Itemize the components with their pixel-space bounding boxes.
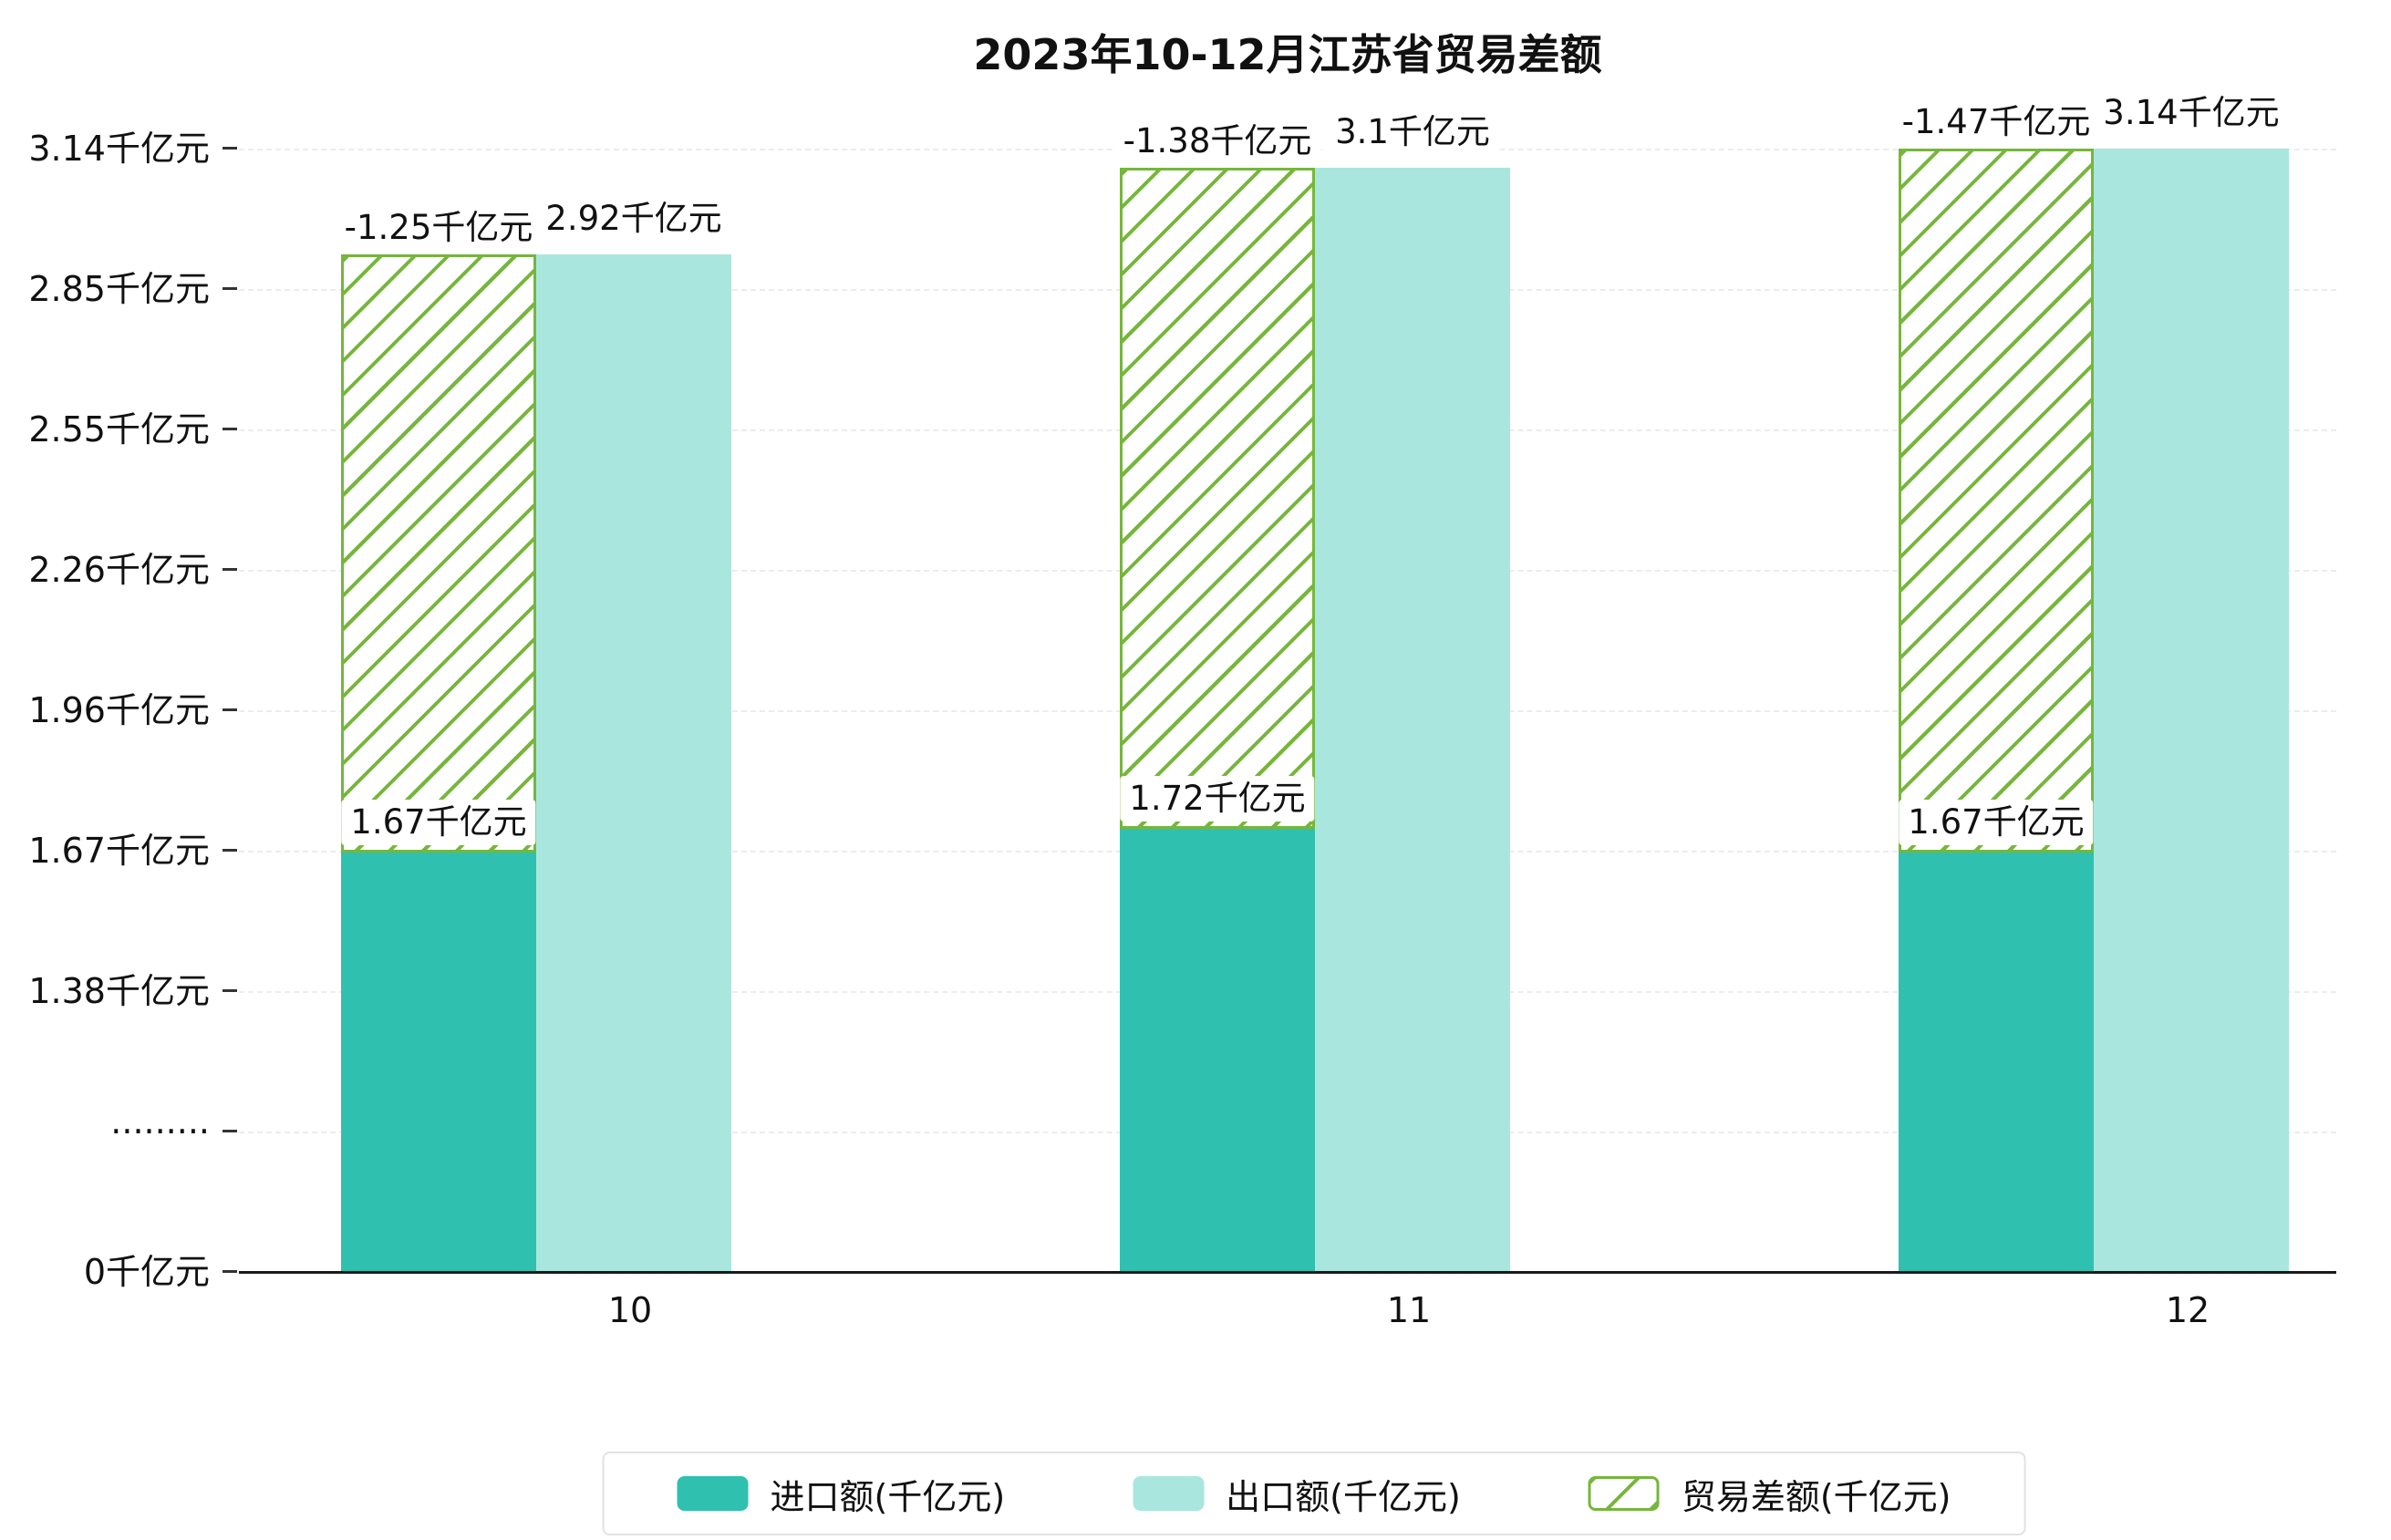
- import-value-label: 1.67千亿元: [341, 799, 536, 845]
- y-tick-mark: [223, 1270, 237, 1273]
- x-tick-label: 11: [1386, 1290, 1432, 1330]
- legend-item-export[interactable]: 出口额(千亿元): [1133, 1469, 1461, 1519]
- legend-label-balance: 贸易差额(千亿元): [1681, 1476, 1951, 1517]
- y-axis-break-label: ·········: [110, 1111, 210, 1152]
- export-value-label: 2.92千亿元: [536, 195, 731, 242]
- x-axis-line: [239, 1271, 2336, 1274]
- y-tick-label: 0千亿元: [83, 1252, 210, 1292]
- import-value-label: 1.72千亿元: [1120, 775, 1315, 822]
- y-tick-label: 1.38千亿元: [28, 971, 210, 1011]
- import-bar: [1120, 828, 1315, 1272]
- export-value-label: 3.1千亿元: [1326, 109, 1499, 155]
- y-tick-label: 1.96千亿元: [28, 690, 210, 730]
- balance-swatch-icon: [1588, 1476, 1660, 1511]
- y-tick-label: 2.26千亿元: [28, 550, 210, 590]
- legend-label-import: 进口额(千亿元): [770, 1476, 1006, 1517]
- trade-deficit-bar: [1899, 149, 2094, 853]
- y-tick-mark: [223, 989, 237, 992]
- import-value-label: 1.67千亿元: [1899, 799, 2094, 845]
- y-tick-mark: [223, 1130, 237, 1132]
- import-bar: [341, 852, 536, 1272]
- trade-deficit-bar: [341, 253, 536, 853]
- y-tick-label: 2.55千亿元: [28, 409, 210, 450]
- x-tick-label: 10: [607, 1290, 653, 1330]
- legend: 进口额(千亿元) 出口额(千亿元) 贸易差额(千亿元): [602, 1452, 2026, 1535]
- legend-item-balance[interactable]: 贸易差额(千亿元): [1588, 1469, 1951, 1519]
- export-value-label: 3.14千亿元: [2094, 90, 2289, 136]
- deficit-value-label: -1.38千亿元: [1113, 119, 1321, 164]
- legend-item-import[interactable]: 进口额(千亿元): [677, 1469, 1006, 1519]
- x-tick-label: 12: [2165, 1290, 2210, 1330]
- y-tick-mark: [223, 708, 237, 711]
- y-tick-mark: [223, 147, 237, 150]
- y-tick-mark: [223, 849, 237, 852]
- y-tick-label: 1.67千亿元: [28, 831, 210, 871]
- y-tick-label: 2.85千亿元: [28, 269, 210, 309]
- y-tick-label: 3.14千亿元: [28, 129, 210, 169]
- export-bar: [536, 253, 731, 1272]
- trade-deficit-bar: [1120, 168, 1315, 829]
- export-bar: [1315, 168, 1510, 1272]
- export-swatch-icon: [1133, 1476, 1205, 1511]
- y-tick-mark: [223, 287, 237, 290]
- y-tick-mark: [223, 428, 237, 430]
- export-bar: [2094, 149, 2289, 1272]
- deficit-value-label: -1.47千亿元: [1892, 99, 2100, 145]
- y-tick-mark: [223, 568, 237, 571]
- deficit-value-label: -1.25千亿元: [335, 204, 543, 251]
- chart-title: 2023年10-12月江苏省贸易差额: [973, 30, 1602, 79]
- import-swatch-icon: [677, 1476, 749, 1511]
- import-bar: [1899, 852, 2094, 1272]
- legend-label-export: 出口额(千亿元): [1226, 1476, 1461, 1517]
